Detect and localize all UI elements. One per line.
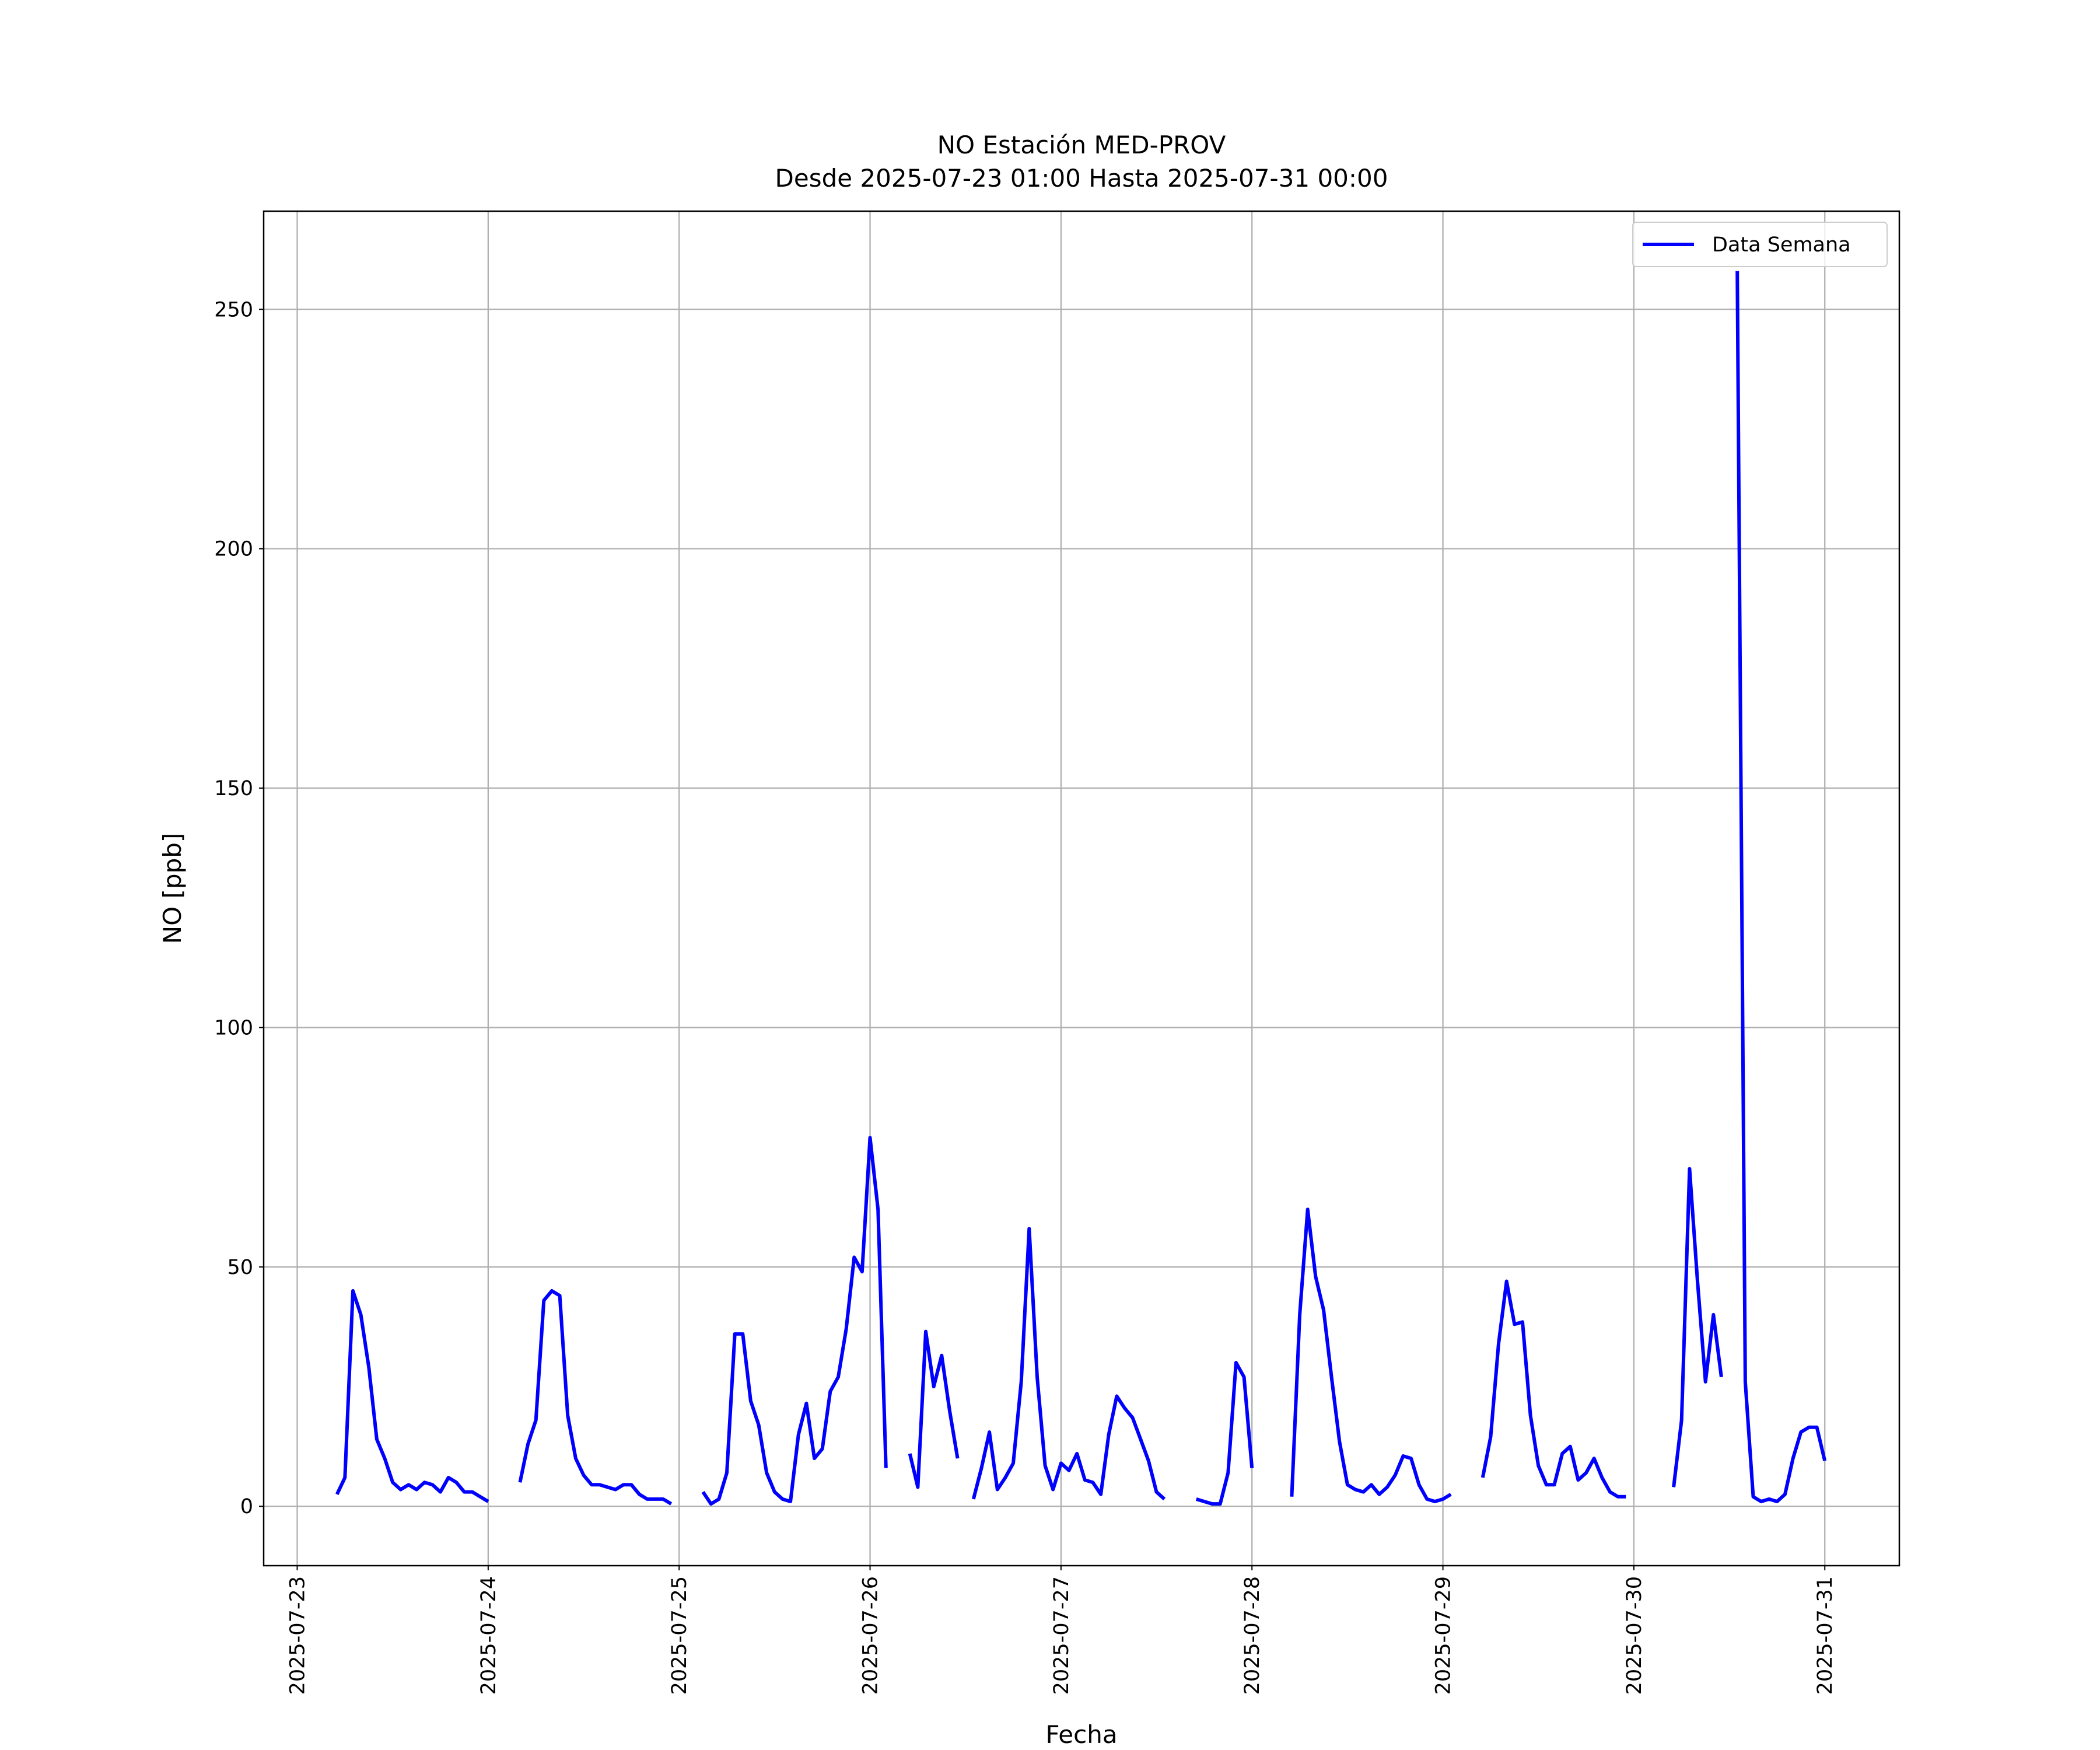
- x-tick-label: 2025-07-24: [477, 1576, 501, 1695]
- x-tick-label: 2025-07-31: [1814, 1576, 1837, 1695]
- legend-box: [1632, 222, 1888, 267]
- y-tick-label: 200: [214, 538, 253, 561]
- x-tick-label: 2025-07-29: [1432, 1576, 1455, 1695]
- legend-label: Data Semana: [1712, 233, 1851, 257]
- chart-subtitle: Desde 2025-07-23 01:00 Hasta 2025-07-31 …: [775, 164, 1388, 192]
- x-tick-label: 2025-07-27: [1050, 1576, 1073, 1695]
- data-line: [335, 271, 1827, 1506]
- plot-frame: [262, 210, 1901, 1567]
- chart-title: NO Estación MED-PROV: [937, 131, 1226, 159]
- y-tick-label: 100: [214, 1016, 253, 1040]
- y-tick-label: 150: [214, 777, 253, 800]
- x-tick-label: 2025-07-30: [1623, 1576, 1646, 1695]
- y-tick-label: 0: [240, 1495, 253, 1518]
- y-axis-label: NO [ppb]: [158, 833, 187, 944]
- x-tick-label: 2025-07-28: [1241, 1576, 1264, 1695]
- x-tick-label: 2025-07-26: [859, 1576, 883, 1695]
- x-axis-label: Fecha: [1045, 1720, 1117, 1749]
- x-tick-label: 2025-07-23: [286, 1576, 310, 1695]
- y-tick-label: 50: [227, 1256, 253, 1279]
- legend: Data Semana: [1632, 222, 1888, 267]
- x-tick-label: 2025-07-25: [668, 1576, 691, 1695]
- y-tick-label: 250: [214, 298, 253, 321]
